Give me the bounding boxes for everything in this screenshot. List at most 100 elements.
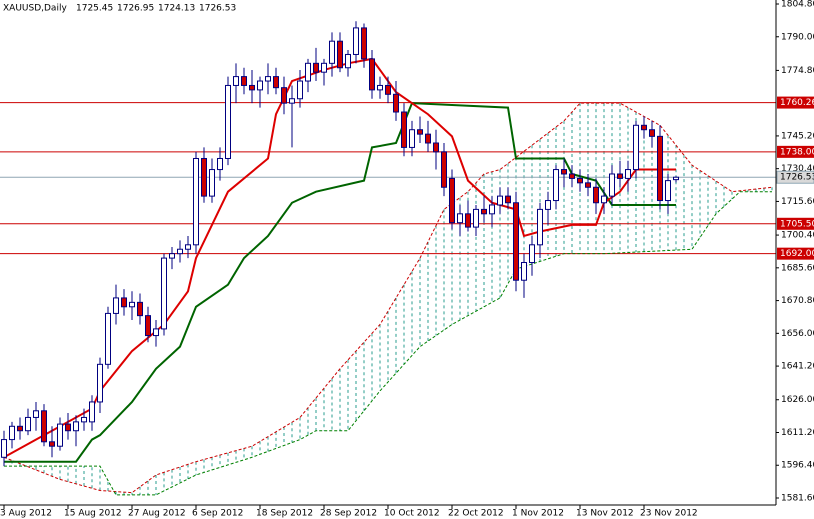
y-tick-label: 1581.60 bbox=[781, 494, 814, 504]
candle-body bbox=[225, 84, 231, 159]
candle-body bbox=[545, 200, 551, 210]
current-price-box bbox=[776, 170, 814, 184]
candle-body bbox=[297, 80, 303, 100]
y-tick-label: 1804.80 bbox=[781, 0, 814, 10]
candle-body bbox=[41, 410, 47, 443]
candle-body bbox=[249, 84, 255, 91]
cloud-span-line bbox=[4, 191, 772, 496]
candle-body bbox=[641, 124, 647, 131]
candle-body bbox=[657, 135, 663, 202]
candle-body bbox=[193, 157, 199, 246]
y-tick-label: 1611.20 bbox=[781, 428, 814, 438]
x-tick-label: 15 Aug 2012 bbox=[64, 509, 122, 519]
candle-body bbox=[201, 157, 207, 197]
candle-body bbox=[417, 129, 423, 135]
x-tick-label: 28 Sep 2012 bbox=[320, 509, 377, 519]
x-tick-label: 18 Sep 2012 bbox=[256, 509, 313, 519]
candle-body bbox=[625, 169, 631, 179]
candle-body bbox=[65, 423, 71, 432]
candle-body bbox=[9, 425, 15, 441]
candle-body bbox=[281, 87, 287, 104]
candle-body bbox=[161, 257, 167, 330]
candle-body bbox=[673, 176, 679, 181]
candle-body bbox=[617, 173, 623, 179]
candle-body bbox=[497, 195, 503, 206]
candle-body bbox=[473, 208, 479, 228]
candle-body bbox=[401, 111, 407, 148]
candle-body bbox=[337, 40, 343, 69]
candle-body bbox=[129, 301, 135, 308]
candle-body bbox=[385, 84, 391, 95]
level-label-box bbox=[777, 96, 814, 109]
y-tick-label: 1730.40 bbox=[781, 164, 814, 174]
candle-body bbox=[369, 58, 375, 91]
cloud-span-line bbox=[3, 102, 773, 494]
candle-body bbox=[513, 202, 519, 281]
candle-body bbox=[1, 439, 7, 458]
level-label-box bbox=[777, 247, 814, 260]
candle-body bbox=[393, 93, 399, 113]
candle-body bbox=[353, 27, 359, 55]
x-tick-label: 10 Oct 2012 bbox=[384, 509, 440, 519]
header-value: 1726.53 bbox=[199, 4, 236, 14]
y-tick-label: 1685.60 bbox=[781, 263, 814, 273]
candle-body bbox=[209, 169, 215, 197]
candle-body bbox=[217, 157, 223, 171]
candle-body bbox=[345, 53, 351, 69]
y-tick-label: 1596.40 bbox=[781, 461, 814, 471]
candle-body bbox=[609, 173, 615, 197]
candle-body bbox=[361, 27, 367, 60]
y-tick-label: 1670.80 bbox=[781, 296, 814, 306]
y-tick-label: 1745.20 bbox=[781, 131, 814, 141]
candle-body bbox=[17, 425, 23, 432]
candle-body bbox=[489, 204, 495, 215]
current-price-label: 1726.53 bbox=[780, 173, 814, 183]
candle-body bbox=[561, 169, 567, 175]
candle-body bbox=[481, 208, 487, 215]
x-tick-label: 3 Aug 2012 bbox=[0, 509, 52, 519]
candle-body bbox=[113, 297, 119, 314]
x-tick-label: 1 Nov 2012 bbox=[512, 509, 564, 519]
candle-body bbox=[273, 76, 279, 89]
candle-body bbox=[457, 213, 463, 224]
header-value: 1726.95 bbox=[117, 4, 154, 14]
candle-body bbox=[169, 253, 175, 259]
y-tick-label: 1626.00 bbox=[781, 395, 814, 405]
candle-body bbox=[153, 328, 159, 337]
candle-body bbox=[409, 129, 415, 148]
candle-body bbox=[185, 244, 191, 250]
candle-body bbox=[377, 84, 383, 91]
candle-body bbox=[137, 301, 143, 317]
candle-body bbox=[289, 98, 295, 104]
candle-body bbox=[81, 416, 87, 423]
candle-body bbox=[521, 262, 527, 281]
x-tick-label: 27 Aug 2012 bbox=[128, 509, 186, 519]
candle-body bbox=[33, 410, 39, 418]
level-label-box bbox=[777, 217, 814, 230]
candle-body bbox=[569, 173, 575, 179]
candle-body bbox=[633, 124, 639, 171]
candle-body bbox=[121, 297, 127, 308]
candle-body bbox=[25, 416, 31, 432]
x-tick-label: 6 Sep 2012 bbox=[192, 509, 243, 519]
level-label: 1760.26 bbox=[780, 98, 814, 108]
candle-body bbox=[257, 80, 263, 91]
y-tick-label: 1774.80 bbox=[781, 66, 814, 76]
candle-body bbox=[433, 142, 439, 153]
candle-body bbox=[313, 62, 319, 73]
indicator-line bbox=[4, 102, 676, 463]
candle-body bbox=[89, 401, 95, 423]
y-tick-label: 1656.00 bbox=[781, 329, 814, 339]
candle-body bbox=[529, 244, 535, 264]
candle-body bbox=[265, 76, 271, 82]
candle-body bbox=[593, 186, 599, 204]
candle-body bbox=[321, 62, 327, 73]
candle-body bbox=[97, 363, 103, 403]
level-label: 1705.50 bbox=[780, 219, 814, 229]
candle-body bbox=[425, 133, 431, 144]
candle-body bbox=[505, 195, 511, 204]
candle-body bbox=[233, 76, 239, 86]
